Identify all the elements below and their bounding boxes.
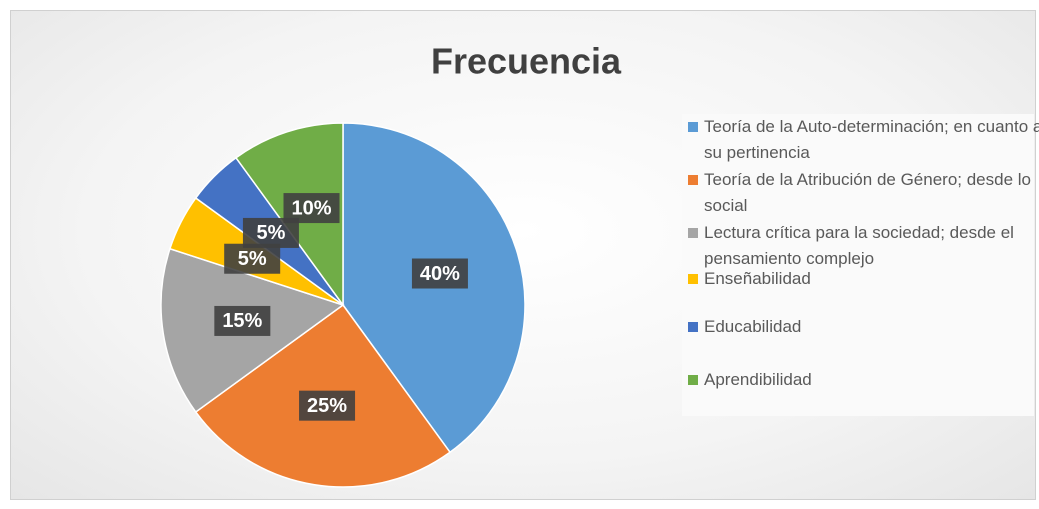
chart-title: Frecuencia — [431, 41, 622, 82]
data-label-box — [214, 305, 271, 336]
legend-item: Aprendibilidad — [688, 367, 1039, 393]
data-label: 10% — [283, 193, 340, 224]
data-label: 5% — [224, 243, 281, 274]
data-label-text: 10% — [291, 197, 331, 219]
data-label-text: 5% — [238, 248, 267, 270]
data-label: 15% — [214, 305, 271, 336]
legend: Teoría de la Auto-determinación; en cuan… — [682, 114, 1039, 416]
data-label-text: 15% — [222, 310, 262, 332]
legend-item: Teoría de la Auto-determinación; en cuan… — [688, 114, 1039, 166]
legend-swatch — [688, 122, 698, 132]
legend-swatch — [688, 228, 698, 238]
data-label: 25% — [299, 390, 356, 421]
data-label-box — [299, 390, 356, 421]
data-label-text: 5% — [256, 222, 285, 244]
data-label-text: 40% — [420, 263, 460, 285]
data-label: 40% — [411, 258, 468, 289]
legend-label: Teoría de la Auto-determinación; en cuan… — [704, 117, 1039, 162]
legend-swatch — [688, 375, 698, 385]
data-label-box — [224, 243, 281, 274]
data-label-box — [411, 258, 468, 289]
legend-item: Lectura crítica para la sociedad; desde … — [688, 220, 1039, 272]
legend-label: Teoría de la Atribución de Género; desde… — [704, 170, 1031, 215]
legend-swatch — [688, 322, 698, 332]
data-label-box — [283, 193, 340, 224]
legend-item: Enseñabilidad — [688, 266, 1039, 292]
legend-item: Educabilidad — [688, 314, 1039, 340]
legend-swatch — [688, 274, 698, 284]
legend-item: Teoría de la Atribución de Género; desde… — [688, 167, 1039, 219]
legend-label: Aprendibilidad — [704, 370, 812, 389]
legend-label: Enseñabilidad — [704, 269, 811, 288]
legend-label: Lectura crítica para la sociedad; desde … — [704, 223, 1014, 268]
legend-swatch — [688, 175, 698, 185]
data-label-text: 25% — [307, 395, 347, 417]
legend-label: Educabilidad — [704, 317, 802, 336]
